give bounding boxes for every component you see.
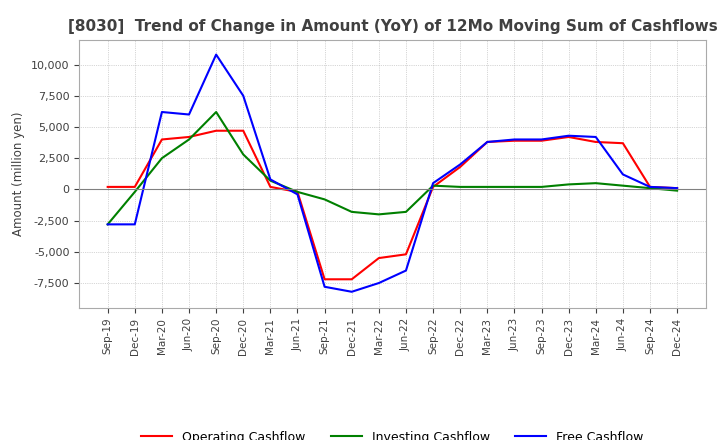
Investing Cashflow bbox=[510, 184, 518, 190]
Investing Cashflow bbox=[320, 197, 329, 202]
Investing Cashflow bbox=[483, 184, 492, 190]
Operating Cashflow bbox=[185, 134, 194, 139]
Free Cashflow bbox=[402, 268, 410, 273]
Investing Cashflow bbox=[646, 186, 654, 191]
Operating Cashflow bbox=[212, 128, 220, 133]
Free Cashflow bbox=[672, 186, 681, 191]
Operating Cashflow bbox=[618, 140, 627, 146]
Investing Cashflow bbox=[618, 183, 627, 188]
Free Cashflow bbox=[537, 137, 546, 142]
Free Cashflow bbox=[646, 184, 654, 190]
Investing Cashflow bbox=[130, 189, 139, 194]
Operating Cashflow bbox=[320, 277, 329, 282]
Operating Cashflow bbox=[293, 189, 302, 194]
Investing Cashflow bbox=[266, 178, 275, 183]
Operating Cashflow bbox=[374, 256, 383, 261]
Operating Cashflow bbox=[428, 184, 437, 190]
Free Cashflow bbox=[212, 52, 220, 57]
Investing Cashflow bbox=[158, 156, 166, 161]
Operating Cashflow bbox=[510, 138, 518, 143]
Investing Cashflow bbox=[591, 180, 600, 186]
Free Cashflow bbox=[320, 284, 329, 290]
Free Cashflow bbox=[348, 289, 356, 294]
Investing Cashflow bbox=[402, 209, 410, 215]
Y-axis label: Amount (million yen): Amount (million yen) bbox=[12, 112, 25, 236]
Investing Cashflow bbox=[293, 189, 302, 194]
Line: Free Cashflow: Free Cashflow bbox=[108, 55, 677, 292]
Operating Cashflow bbox=[483, 139, 492, 145]
Free Cashflow bbox=[618, 172, 627, 177]
Free Cashflow bbox=[158, 110, 166, 115]
Investing Cashflow bbox=[428, 183, 437, 188]
Free Cashflow bbox=[510, 137, 518, 142]
Legend: Operating Cashflow, Investing Cashflow, Free Cashflow: Operating Cashflow, Investing Cashflow, … bbox=[136, 426, 649, 440]
Investing Cashflow bbox=[212, 110, 220, 115]
Operating Cashflow bbox=[672, 186, 681, 191]
Investing Cashflow bbox=[456, 184, 464, 190]
Operating Cashflow bbox=[266, 184, 275, 190]
Free Cashflow bbox=[456, 162, 464, 167]
Free Cashflow bbox=[266, 177, 275, 182]
Operating Cashflow bbox=[537, 138, 546, 143]
Operating Cashflow bbox=[158, 137, 166, 142]
Operating Cashflow bbox=[348, 277, 356, 282]
Investing Cashflow bbox=[239, 152, 248, 157]
Investing Cashflow bbox=[185, 137, 194, 142]
Free Cashflow bbox=[428, 180, 437, 186]
Investing Cashflow bbox=[374, 212, 383, 217]
Free Cashflow bbox=[483, 139, 492, 145]
Investing Cashflow bbox=[672, 188, 681, 193]
Operating Cashflow bbox=[456, 164, 464, 169]
Operating Cashflow bbox=[402, 252, 410, 257]
Free Cashflow bbox=[185, 112, 194, 117]
Line: Operating Cashflow: Operating Cashflow bbox=[108, 131, 677, 279]
Free Cashflow bbox=[374, 280, 383, 286]
Investing Cashflow bbox=[564, 182, 573, 187]
Operating Cashflow bbox=[130, 184, 139, 190]
Free Cashflow bbox=[239, 93, 248, 99]
Operating Cashflow bbox=[239, 128, 248, 133]
Free Cashflow bbox=[293, 192, 302, 197]
Free Cashflow bbox=[591, 134, 600, 139]
Title: [8030]  Trend of Change in Amount (YoY) of 12Mo Moving Sum of Cashflows: [8030] Trend of Change in Amount (YoY) o… bbox=[68, 19, 717, 34]
Free Cashflow bbox=[104, 222, 112, 227]
Operating Cashflow bbox=[564, 134, 573, 139]
Operating Cashflow bbox=[104, 184, 112, 190]
Operating Cashflow bbox=[646, 184, 654, 190]
Free Cashflow bbox=[130, 222, 139, 227]
Investing Cashflow bbox=[104, 222, 112, 227]
Free Cashflow bbox=[564, 133, 573, 138]
Investing Cashflow bbox=[537, 184, 546, 190]
Line: Investing Cashflow: Investing Cashflow bbox=[108, 112, 677, 224]
Investing Cashflow bbox=[348, 209, 356, 215]
Operating Cashflow bbox=[591, 139, 600, 145]
